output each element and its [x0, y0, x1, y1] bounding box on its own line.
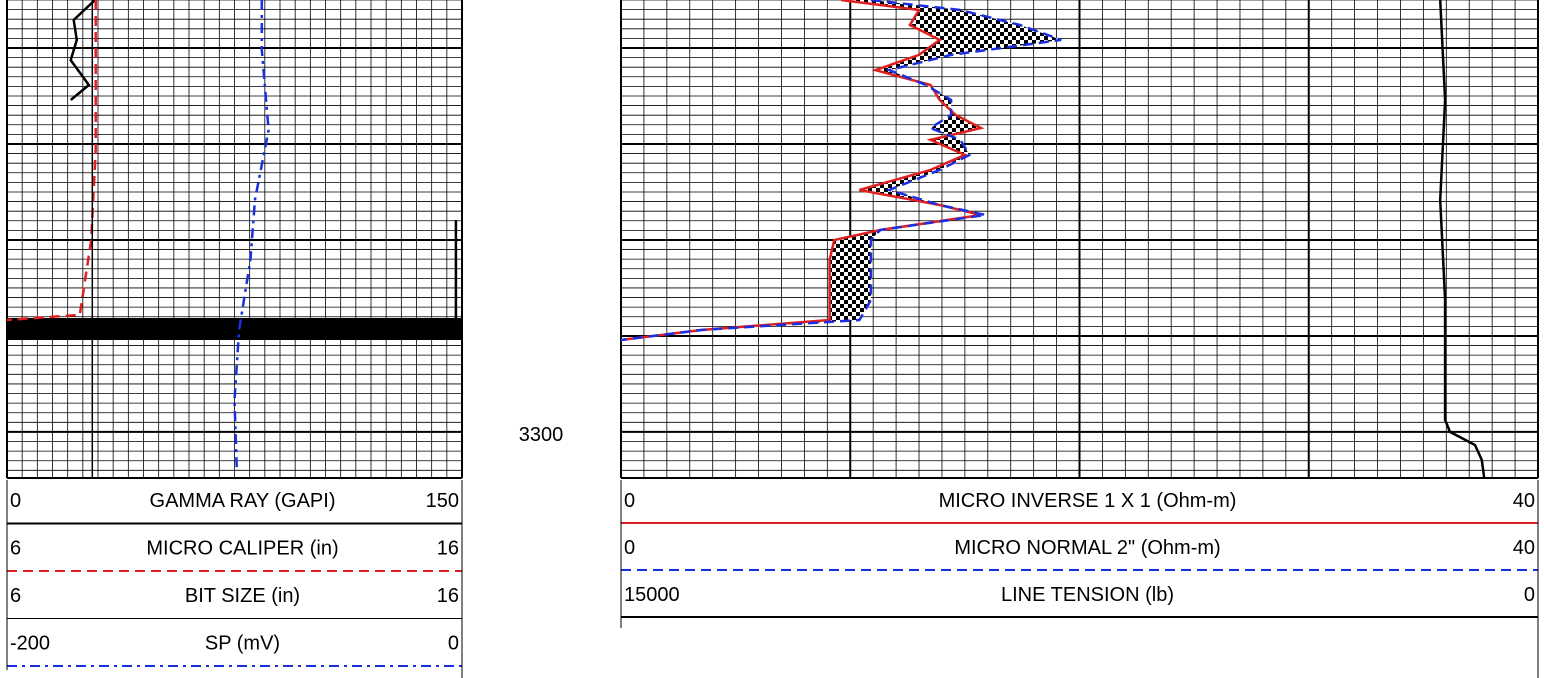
scale-right: 16 [437, 585, 459, 607]
scale-right: 0 [1524, 584, 1535, 606]
legend-name: MICRO CALIPER (in) [146, 538, 338, 560]
scale-left: 6 [10, 538, 21, 560]
legend-name: LINE TENSION (lb) [1001, 584, 1174, 606]
scale-left: -200 [10, 633, 50, 655]
log-curve [1438, 0, 1486, 479]
log-curve [620, 0, 985, 342]
log-curve [233, 0, 270, 470]
grid [6, 0, 1539, 479]
legend-name: MICRO INVERSE 1 X 1 (Ohm-m) [939, 490, 1237, 512]
log-curve [6, 0, 97, 322]
depth-label: 3300 [519, 424, 564, 446]
scale-right: 40 [1513, 537, 1535, 559]
scale-right: 150 [426, 490, 459, 512]
scale-left: 15000 [624, 584, 680, 606]
scale-left: 0 [624, 537, 635, 559]
log-curve [620, 0, 1062, 342]
legend-name: GAMMA RAY (GAPI) [150, 490, 336, 512]
scale-left: 6 [10, 585, 21, 607]
legend: 0 GAMMA RAY (GAPI) 150 6 MICRO CALIPER (in) 1… [6, 480, 1539, 678]
legend-name: BIT SIZE (in) [185, 585, 300, 607]
curves [6, 0, 1486, 479]
crossover-fill [621, 0, 1062, 340]
legend-name: MICRO NORMAL 2" (Ohm-m) [954, 537, 1220, 559]
scale-left: 0 [624, 490, 635, 512]
scale-right: 16 [437, 538, 459, 560]
gamma-band [7, 318, 462, 340]
scale-left: 0 [10, 490, 21, 512]
legend-name: SP (mV) [205, 633, 280, 655]
scale-right: 0 [448, 633, 459, 655]
scale-right: 40 [1513, 490, 1535, 512]
log-curve [69, 0, 458, 320]
